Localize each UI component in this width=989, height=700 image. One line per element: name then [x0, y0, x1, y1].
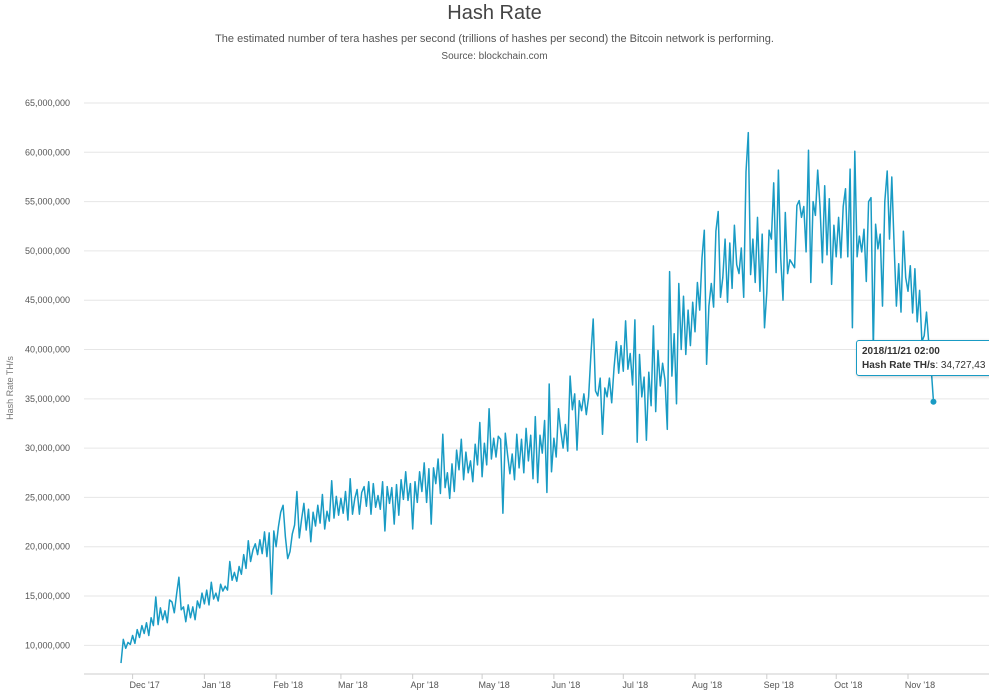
y-tick-label: 15,000,000 — [25, 591, 70, 601]
tooltip-value-row: Hash Rate TH/s: 34,727,43 — [862, 359, 989, 373]
x-tick-label: Feb '18 — [273, 680, 303, 690]
y-tick-label: 40,000,000 — [25, 345, 70, 355]
tooltip-series-name: Hash Rate TH/s — [862, 360, 936, 371]
chart-title: Hash Rate — [447, 2, 542, 24]
hover-point-marker — [930, 398, 937, 405]
tooltip-date: 2018/11/21 02:00 — [862, 346, 940, 357]
chart-source: Source: blockchain.com — [441, 51, 548, 62]
y-tick-label: 20,000,000 — [25, 542, 70, 552]
tooltip-value: 34,727,43 — [940, 360, 986, 371]
grid-layer — [84, 102, 989, 646]
x-tick-label: May '18 — [478, 680, 509, 690]
x-tick-label: Mar '18 — [338, 680, 368, 690]
chart-subtitle: The estimated number of tera hashes per … — [215, 33, 774, 45]
y-tick-label: 25,000,000 — [25, 492, 70, 502]
tooltip-colon: : — [935, 360, 941, 371]
x-tick-label: Sep '18 — [764, 680, 794, 690]
y-tick-label: 10,000,000 — [25, 640, 70, 650]
hash-rate-series-line[interactable] — [120, 131, 935, 664]
y-axis-title: Hash Rate TH/s — [5, 356, 15, 420]
y-tick-label: 55,000,000 — [25, 197, 70, 207]
y-tick-label: 60,000,000 — [25, 147, 70, 157]
y-axis-ticks: 10,000,000 15,000,000 20,000,000 25,000,000… — [25, 98, 70, 650]
x-axis-ticks: Dec '17 Jan '18 Feb '18 Mar '18 Apr '18 May '… — [84, 673, 989, 690]
x-tick-label: Oct '18 — [834, 680, 862, 690]
x-tick-label: Jul '18 — [622, 680, 648, 690]
y-tick-label: 30,000,000 — [25, 443, 70, 453]
x-tick-label: Apr '18 — [411, 680, 439, 690]
x-tick-label: Nov '18 — [905, 680, 935, 690]
y-tick-label: 50,000,000 — [25, 246, 70, 256]
y-tick-label: 35,000,000 — [25, 394, 70, 404]
x-tick-label: Aug '18 — [692, 680, 722, 690]
x-tick-label: Jan '18 — [202, 680, 231, 690]
x-tick-label: Dec '17 — [129, 680, 159, 690]
x-tick-label: Jun '18 — [551, 680, 580, 690]
y-tick-label: 45,000,000 — [25, 295, 70, 305]
y-tick-label: 65,000,000 — [25, 98, 70, 108]
hover-tooltip: 2018/11/21 02:00 Hash Rate TH/s: 34,727,… — [856, 340, 989, 376]
